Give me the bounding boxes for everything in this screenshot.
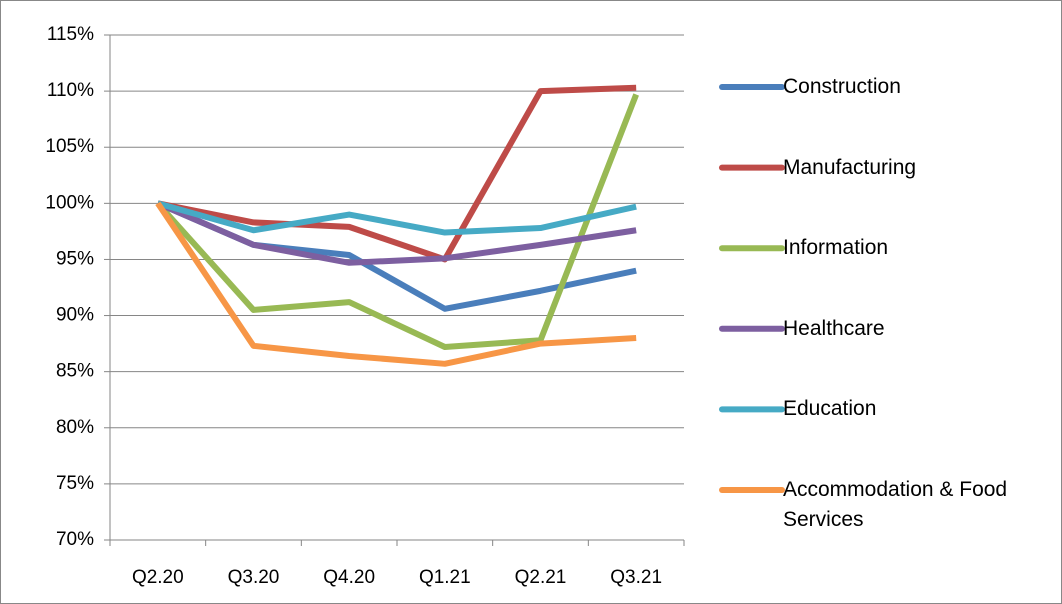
legend-label: Education: [783, 397, 877, 421]
legend-label: Manufacturing: [783, 155, 917, 179]
series-line: [157, 84, 637, 263]
x-tick-label: Q4.20: [323, 567, 375, 588]
y-tick-label: 110%: [47, 80, 94, 101]
y-tick-label: 80%: [56, 417, 94, 438]
x-tick-label: Q1.21: [419, 567, 471, 588]
y-tick-label: 105%: [45, 136, 94, 157]
series-line: [155, 93, 639, 350]
y-tick-label: 115%: [47, 24, 94, 45]
series-line: [157, 200, 637, 236]
legend-label: Accommodation & Food Services: [783, 478, 1008, 531]
x-tick-label: Q3.20: [228, 567, 280, 588]
y-tick-label: 95%: [56, 248, 94, 269]
legend-label: Information: [783, 236, 889, 260]
legend-label: Healthcare: [783, 316, 885, 340]
series-line: [155, 201, 637, 367]
x-tick-label: Q3.21: [610, 567, 662, 588]
x-tick-label: Q2.20: [132, 567, 184, 588]
y-tick-label: 85%: [56, 361, 94, 382]
series-line: [156, 200, 637, 266]
legend-label: Construction: [783, 75, 901, 98]
y-tick-label: 70%: [56, 529, 94, 550]
y-tick-label: 100%: [45, 192, 94, 213]
x-tick-label: Q2.21: [515, 567, 567, 588]
y-tick-label: 90%: [56, 305, 94, 326]
y-tick-label: 75%: [56, 473, 94, 494]
